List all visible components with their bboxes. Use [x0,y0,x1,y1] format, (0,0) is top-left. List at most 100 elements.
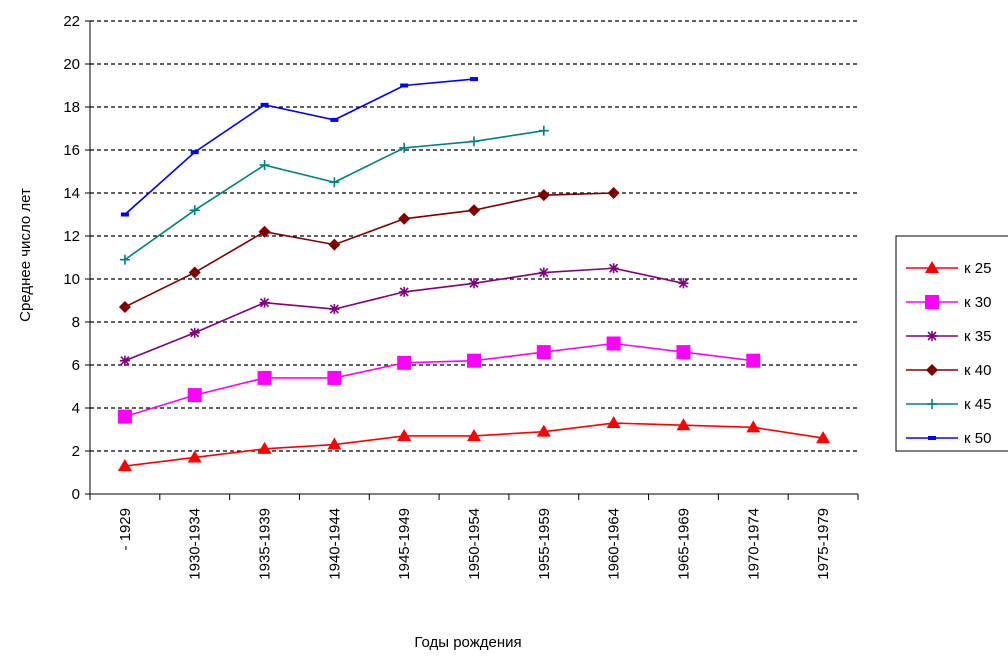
y-axis-title: Среднее число лет [17,188,34,322]
axes-layer [85,20,859,500]
y-tick-label: 6 [72,357,80,374]
x-axis-title: Годы рождения [414,634,521,651]
series-line [124,192,614,308]
ticks-layer: 0 2 4 6 8 10 12 14 16 18 20 22 - 1929 1930-1934 1935-1… [63,13,832,580]
marker-dash [470,77,478,82]
series-line [124,267,684,362]
marker-diamond [328,238,341,251]
marker-plus [259,160,270,171]
marker-diamond [118,300,131,313]
marker-star-d2 [190,328,200,338]
marker-diamond [468,204,480,217]
legend-label: к 45 [964,396,991,413]
grid-layer [90,20,858,452]
x-tick-label: 1970-1974 [745,508,762,580]
y-tick-label: 10 [63,271,80,288]
series-к-35 [119,263,689,366]
legend-item: к 25 [906,260,991,277]
y-tick-label: 4 [72,400,80,417]
marker-triangle [397,428,412,441]
marker-star-d2 [259,298,270,308]
x-tick-label: 1935-1939 [257,508,274,580]
marker-dash [928,436,936,440]
marker-plus [329,177,340,188]
marker-square [925,295,939,309]
marker-star-d2 [678,278,689,288]
marker-square [606,336,621,351]
marker-diamond [398,212,411,225]
marker-square [536,345,551,360]
series-line [124,78,475,216]
series-line [124,342,754,418]
marker-star [608,263,619,274]
marker-plus [189,205,200,216]
marker-star-d2 [120,356,130,366]
marker-diamond [607,187,620,199]
y-tick-label: 0 [72,486,80,503]
marker-star [259,297,270,308]
x-tick-label: 1965-1969 [675,508,692,580]
marker-star [329,304,340,315]
marker-dash [120,212,129,217]
marker-star-d2 [609,263,619,273]
x-tick-label: 1930-1934 [187,508,204,580]
series-layer [117,77,831,472]
marker-star [189,327,200,338]
marker-dash [190,150,199,155]
series-к-50 [120,77,478,217]
legend-label: к 30 [964,294,991,311]
marker-star [927,331,937,341]
x-tick-label: - 1929 [117,508,134,551]
x-tick-label: 1940-1944 [326,508,343,580]
marker-diamond [258,225,271,238]
marker-triangle [536,424,551,437]
marker-square [676,345,691,360]
marker-triangle [117,459,132,472]
marker-plus [399,142,410,153]
marker-star [119,355,130,366]
marker-dash [330,117,339,122]
legend-item: к 45 [906,396,991,413]
marker-plus [927,399,937,409]
legend-item: к 50 [906,430,991,447]
marker-square [746,353,761,368]
x-tick-label: 1975-1979 [815,508,832,580]
series-к-45 [119,125,549,265]
marker-plus [119,254,130,265]
x-tick-label: 1955-1959 [536,508,553,580]
marker-triangle [257,441,272,454]
marker-star [399,286,410,297]
marker-triangle [676,418,691,431]
marker-triangle [467,428,481,441]
marker-star [678,278,689,289]
legend-item: к 35 [906,328,991,345]
marker-triangle [925,261,939,273]
y-tick-label: 14 [63,185,80,202]
marker-triangle [816,431,831,444]
legend: к 25 к 30 к 35 к 40 к 45 к 50 [895,235,1008,452]
marker-square [187,388,202,403]
y-tick-label: 16 [63,142,80,159]
legend-label: к 40 [964,362,991,379]
y-tick-label: 18 [63,99,80,116]
marker-star-d2 [399,287,409,297]
legend-label: к 35 [964,328,991,345]
marker-plus [469,136,479,147]
marker-star [469,278,479,289]
marker-star-d2 [927,331,937,341]
y-tick-label: 20 [63,56,80,73]
marker-diamond [537,189,550,202]
marker-square [117,409,132,424]
marker-diamond [926,364,938,376]
x-tick-label: 1950-1954 [466,508,483,580]
marker-star [538,267,549,278]
marker-triangle [327,437,342,450]
marker-square [327,370,342,385]
legend-item: к 40 [906,362,991,379]
marker-triangle [606,416,621,429]
legend-label: к 50 [964,430,991,447]
marker-diamond [188,266,201,279]
legend-item: к 30 [906,294,991,311]
marker-plus [538,125,549,136]
